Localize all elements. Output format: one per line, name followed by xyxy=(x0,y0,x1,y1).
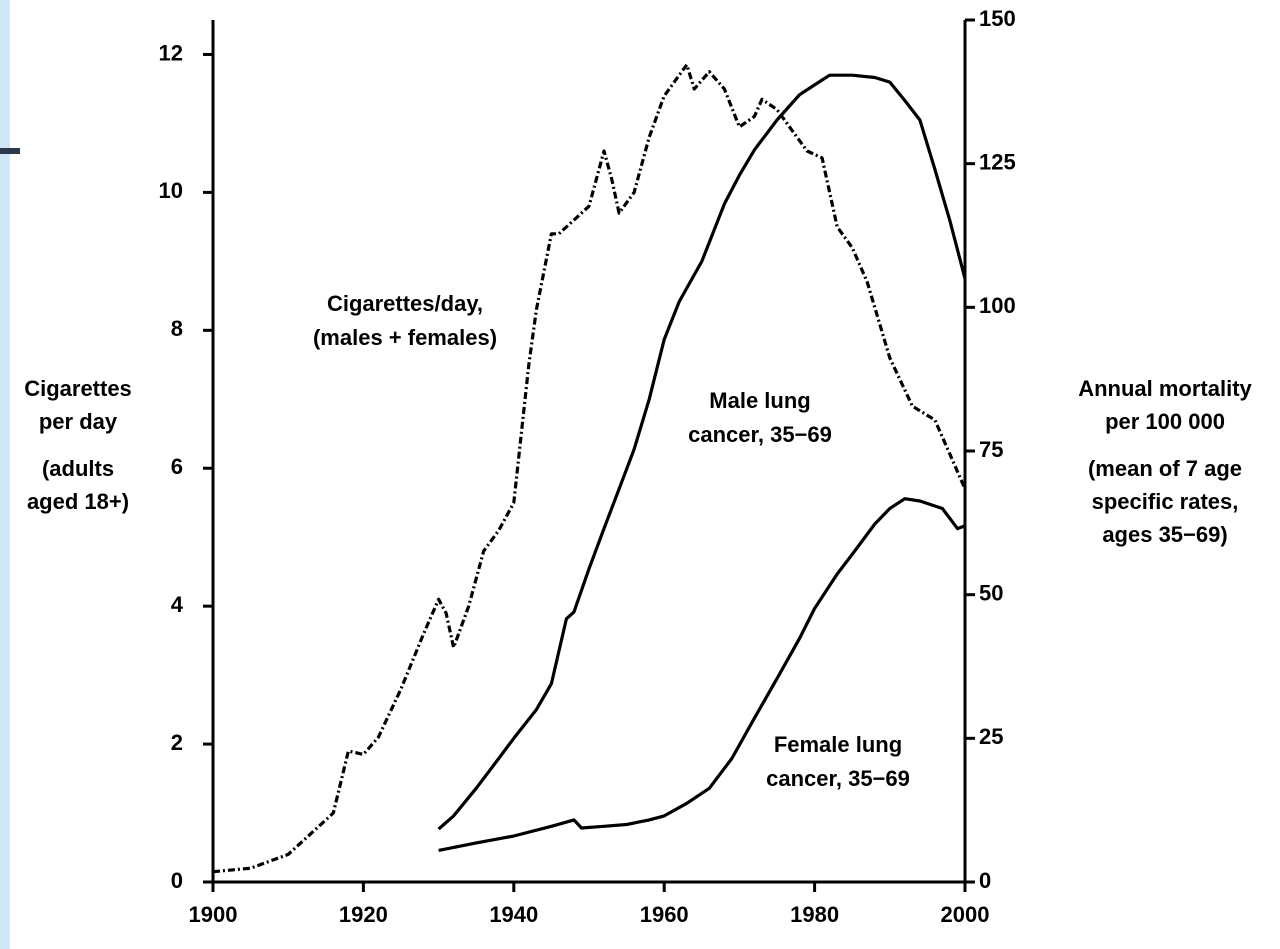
series-label: Female lung xyxy=(774,732,902,757)
x-tick-label: 1960 xyxy=(640,902,689,927)
series-line xyxy=(438,497,966,852)
y-tick-label: 2 xyxy=(171,730,183,755)
y-tick-label: 6 xyxy=(171,454,183,479)
y2-axis-label: per 100 000 xyxy=(1105,409,1225,434)
y-tick-label: 10 xyxy=(159,178,183,203)
y-tick-label: 4 xyxy=(171,592,184,617)
series-label: cancer, 35−69 xyxy=(688,422,832,447)
x-tick-label: 2000 xyxy=(941,902,990,927)
y2-tick-label: 50 xyxy=(979,580,1003,605)
series-line xyxy=(212,63,967,874)
y2-axis-note: (mean of 7 age xyxy=(1088,456,1242,481)
y2-axis-label: Annual mortality xyxy=(1078,376,1252,401)
side-marker xyxy=(0,148,20,154)
y2-tick-label: 0 xyxy=(979,868,991,893)
series-label: Cigarettes/day, xyxy=(327,291,483,316)
y-axis-note: (adults xyxy=(42,456,114,481)
x-tick-label: 1900 xyxy=(189,902,238,927)
y2-tick-label: 100 xyxy=(979,293,1016,318)
y-axis-label: per day xyxy=(39,409,118,434)
y2-tick-label: 150 xyxy=(979,6,1016,31)
x-tick-label: 1980 xyxy=(790,902,839,927)
y2-tick-label: 125 xyxy=(979,149,1016,174)
x-tick-label: 1920 xyxy=(339,902,388,927)
y-tick-label: 8 xyxy=(171,316,183,341)
y2-tick-label: 75 xyxy=(979,437,1003,462)
series-label: (males + females) xyxy=(313,325,497,350)
y2-axis-note: ages 35−69) xyxy=(1102,522,1227,547)
series-label: Male lung xyxy=(709,388,810,413)
y2-axis-note: specific rates, xyxy=(1092,489,1239,514)
y-tick-label: 0 xyxy=(171,868,183,893)
y2-tick-label: 25 xyxy=(979,724,1003,749)
series-label: cancer, 35−69 xyxy=(766,766,910,791)
side-strip xyxy=(0,0,10,949)
x-tick-label: 1940 xyxy=(489,902,538,927)
series-line xyxy=(437,73,967,831)
y-axis-note: aged 18+) xyxy=(27,489,129,514)
y-tick-label: 12 xyxy=(159,40,183,65)
y-axis-label: Cigarettes xyxy=(24,376,132,401)
